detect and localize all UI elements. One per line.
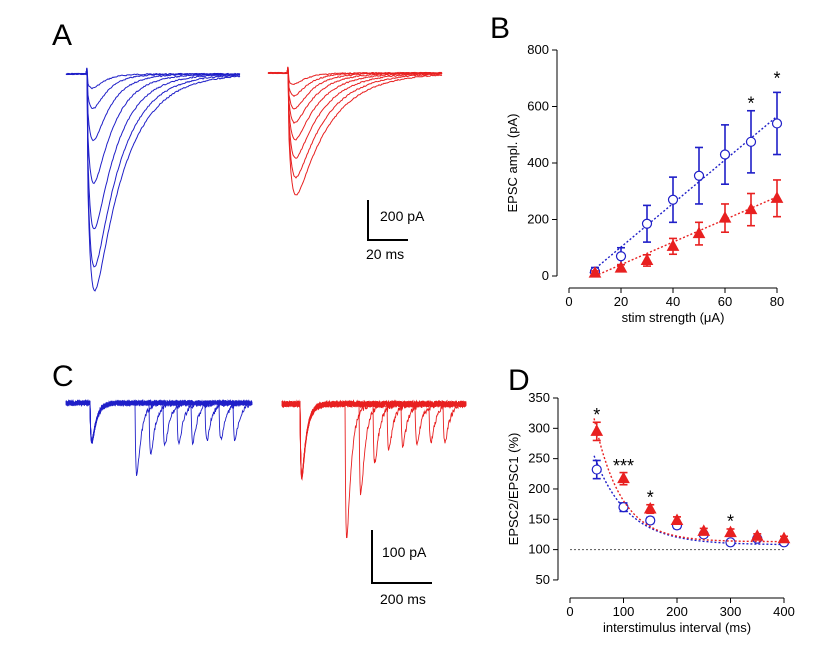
chart-d-significance-marker: * (727, 512, 734, 532)
chart-d-blue-point (591, 464, 602, 475)
chart-d-red-point (643, 501, 657, 514)
chart-b-blue-point (745, 136, 757, 147)
scalebar-c: 100 pA 200 ms (371, 530, 432, 607)
chart-b-red-point (692, 226, 706, 239)
chart-b-blue-point (771, 118, 783, 129)
chart-b: 0 200 400 600 800 0 20 40 60 80 stim strength (μA)… (505, 42, 784, 325)
chart-b-x-tick-label: 20 (614, 294, 628, 309)
chart-d-x-tick-label: 300 (720, 604, 742, 619)
epsc-blue-trace (65, 67, 241, 292)
panel-label-a: A (52, 19, 72, 52)
chart-d-x-label: interstimulus interval (ms) (603, 620, 751, 635)
chart-d-red-fit-curve (593, 418, 783, 543)
chart-b-x-tick-label: 0 (565, 294, 572, 309)
traces-a-blue (65, 67, 241, 292)
ppr-blue-trace (65, 399, 253, 477)
chart-b-blue-point (615, 251, 627, 262)
epsc-blue-trace (65, 67, 241, 185)
chart-d-x-tick-label: 200 (666, 604, 688, 619)
chart-b-blue-point (667, 194, 679, 205)
chart-d-blue-point (618, 502, 629, 513)
scalebar-a: 200 pA 20 ms (366, 200, 425, 262)
chart-b-y-tick-label: 0 (542, 268, 549, 283)
chart-b-red-point (744, 202, 758, 215)
chart-d-red-point (777, 531, 791, 544)
ppr-blue-trace (65, 399, 253, 443)
chart-d-y-tick-label: 200 (528, 481, 550, 496)
epsc-blue-trace (65, 67, 241, 230)
traces-c-red (281, 399, 467, 539)
chart-d: 50 100 150 200 250 300 350 0 100 200 300 400 interst… (506, 390, 795, 635)
epsc-blue-trace (65, 67, 241, 268)
chart-b-x-tick-label: 80 (770, 294, 784, 309)
chart-b-red-point (770, 191, 784, 203)
chart-b-y-tick-label: 600 (527, 99, 549, 114)
chart-d-x-tick-label: 0 (566, 604, 573, 619)
chart-b-blue-point (719, 149, 731, 160)
chart-b-red-point (640, 253, 654, 265)
chart-d-red-point (697, 524, 711, 536)
chart-b-y-tick-label: 200 (527, 212, 549, 227)
epsc-blue-trace (65, 67, 241, 142)
chart-b-y-tick-label: 400 (527, 155, 549, 170)
chart-d-significance-marker: * (647, 487, 654, 507)
chart-d-x-tick-label: 100 (613, 604, 635, 619)
chart-b-blue-point (693, 170, 705, 181)
ppr-blue-trace (65, 399, 253, 443)
chart-d-red-point (724, 525, 737, 538)
chart-d-y-tick-label: 150 (528, 511, 550, 526)
scalebar-c-lines (371, 530, 432, 584)
chart-b-x-tick-label: 60 (718, 294, 732, 309)
epsc-red-trace (267, 66, 443, 97)
scalebar-c-amplitude: 100 pA (382, 544, 427, 560)
chart-b-significance-marker: * (773, 68, 780, 88)
chart-d-y-tick-label: 100 (528, 542, 550, 557)
chart-d-red-point (617, 471, 630, 484)
chart-b-significance-marker: * (747, 94, 754, 114)
panel-label-b: B (490, 12, 510, 45)
chart-d-blue-fit-curve (593, 455, 783, 546)
chart-d-red-point (670, 513, 684, 526)
chart-b-red-point (666, 239, 680, 251)
chart-d-significance-marker: * (593, 405, 600, 425)
epsc-red-trace (267, 66, 443, 179)
chart-d-y-tick-label: 350 (528, 390, 550, 405)
epsc-red-trace (267, 66, 443, 159)
chart-d-significance-marker: *** (613, 456, 634, 476)
chart-b-red-point (614, 261, 628, 273)
chart-d-x-tick-label: 400 (773, 604, 795, 619)
chart-b-blue-point (641, 218, 653, 229)
chart-b-x-label: stim strength (μA) (622, 310, 725, 325)
ppr-red-trace (281, 399, 467, 481)
chart-b-y-label: EPSC ampl. (pA) (505, 114, 520, 213)
scalebar-a-lines (367, 200, 408, 241)
traces-c-blue (65, 398, 253, 477)
chart-b-red-fit-line (594, 196, 778, 277)
epsc-blue-trace (65, 67, 241, 90)
epsc-red-trace (267, 66, 443, 196)
chart-d-red-point (590, 424, 604, 436)
chart-d-y-tick-label: 50 (536, 572, 550, 587)
chart-b-x-tick-label: 40 (666, 294, 680, 309)
chart-b-red-point (588, 266, 602, 278)
ppr-red-trace (281, 399, 467, 477)
panel-label-c: C (52, 360, 74, 393)
chart-b-y-tick-label: 800 (527, 42, 549, 57)
chart-d-blue-point (645, 515, 656, 526)
chart-d-y-tick-label: 300 (528, 420, 550, 435)
panel-label-d: D (508, 364, 530, 397)
scalebar-a-time: 20 ms (366, 246, 404, 262)
chart-d-red-point (750, 529, 764, 541)
epsc-red-trace (267, 66, 443, 141)
chart-d-y-label: EPSC2/EPSC1 (%) (506, 433, 521, 546)
scalebar-a-amplitude: 200 pA (380, 208, 425, 224)
scalebar-c-time: 200 ms (380, 591, 426, 607)
traces-a-red (267, 66, 443, 196)
chart-d-y-tick-label: 250 (528, 451, 550, 466)
chart-d-blue-point (725, 537, 736, 548)
chart-b-red-point (718, 211, 732, 223)
